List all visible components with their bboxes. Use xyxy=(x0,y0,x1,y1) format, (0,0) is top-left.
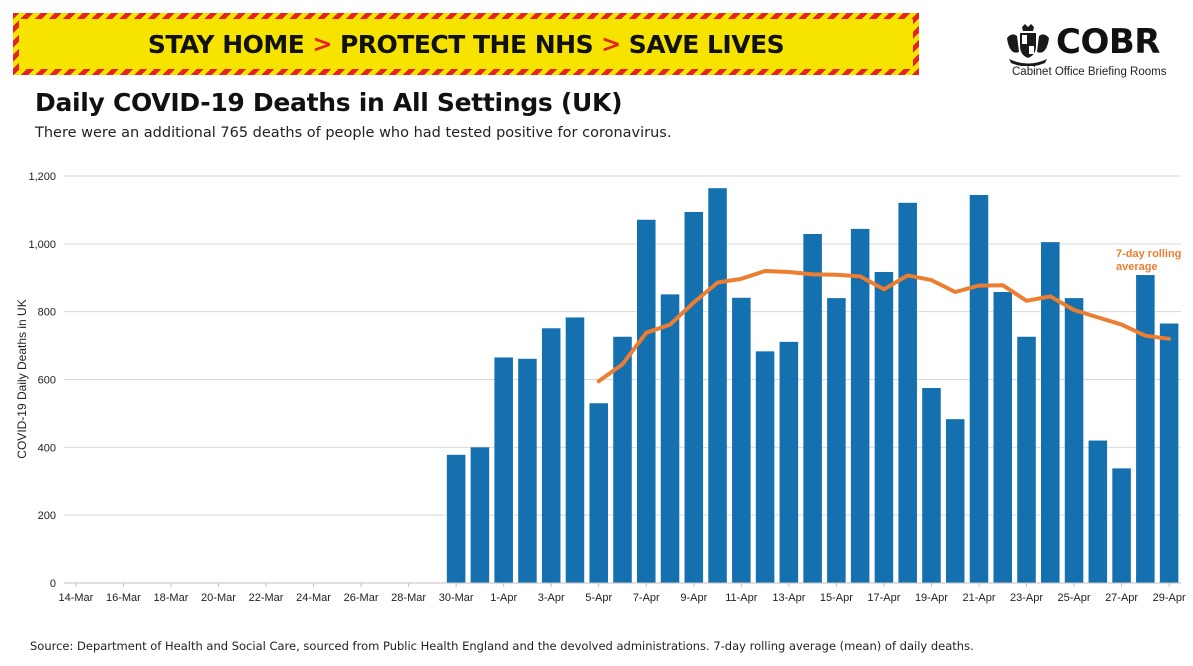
chart-subtitle: There were an additional 765 deaths of p… xyxy=(35,125,672,141)
y-tick-label: 0 xyxy=(50,578,56,590)
bar xyxy=(1017,336,1036,583)
x-tick-label: 22-Mar xyxy=(249,592,284,604)
banner-arrow-icon: > xyxy=(312,30,332,58)
bar xyxy=(922,387,941,583)
x-tick-label: 5-Apr xyxy=(585,592,612,604)
x-tick-label: 3-Apr xyxy=(538,592,565,604)
bar xyxy=(827,298,846,583)
x-tick-label: 15-Apr xyxy=(820,592,853,604)
bar xyxy=(1159,323,1179,583)
x-tick-label: 21-Apr xyxy=(962,592,995,604)
bar xyxy=(803,233,822,583)
bar xyxy=(470,447,490,583)
rolling-average-line xyxy=(596,269,1172,384)
bar xyxy=(1136,275,1155,583)
x-tick-label: 7-Apr xyxy=(633,592,660,604)
bar xyxy=(898,202,917,583)
x-tick-label: 14-Mar xyxy=(58,592,93,604)
bar xyxy=(1041,242,1060,583)
y-tick-label: 1,000 xyxy=(28,239,56,251)
x-tick-label: 26-Mar xyxy=(344,592,379,604)
bar xyxy=(850,228,870,583)
x-tick-label: 1-Apr xyxy=(490,592,517,604)
x-tick-label: 25-Apr xyxy=(1058,592,1091,604)
bar xyxy=(732,297,751,583)
x-tick-label: 17-Apr xyxy=(867,592,900,604)
bar xyxy=(589,403,609,583)
bar xyxy=(708,188,727,583)
bar xyxy=(874,271,894,583)
bar xyxy=(636,219,656,583)
bar xyxy=(993,291,1013,583)
bar xyxy=(945,419,965,583)
banner-arrow-icon: > xyxy=(601,30,621,58)
y-tick-label: 1,200 xyxy=(28,171,56,183)
x-tick-label: 23-Apr xyxy=(1010,592,1043,604)
x-tick-label: 18-Mar xyxy=(154,592,189,604)
banner-stay-home: STAY HOME xyxy=(147,29,305,59)
x-tick-label: 24-Mar xyxy=(296,592,331,604)
y-tick-label: 400 xyxy=(38,442,56,454)
axes: 0 200 400 600 800 1,000 1,200 14-Mar 16-Mar 18-Ma… xyxy=(28,171,1185,604)
cobr-logo: COBR Cabinet Office Briefing Rooms xyxy=(1000,20,1180,82)
x-tick-label: 29-Apr xyxy=(1153,592,1186,604)
bar xyxy=(613,336,632,583)
x-tick-label: 13-Apr xyxy=(772,592,805,604)
banner-save-lives: SAVE LIVES xyxy=(628,29,785,59)
source-note: Source: Department of Health and Social … xyxy=(30,639,974,653)
rolling-average-annotation-line2: average xyxy=(1116,261,1158,273)
y-tick-label: 800 xyxy=(38,307,56,319)
bar xyxy=(755,351,775,583)
bar xyxy=(969,194,989,583)
x-tick-label: 28-Mar xyxy=(391,592,426,604)
banner-protect-nhs: PROTECT THE NHS xyxy=(339,29,594,59)
bar xyxy=(518,358,537,583)
x-tick-label: 20-Mar xyxy=(201,592,236,604)
bar xyxy=(1088,440,1108,583)
bar xyxy=(541,328,561,583)
x-tick-label: 19-Apr xyxy=(915,592,948,604)
bar xyxy=(446,454,466,583)
y-tick-label: 600 xyxy=(38,375,56,387)
bar xyxy=(494,357,513,583)
x-tick-label: 27-Apr xyxy=(1105,592,1138,604)
cobr-subtitle: Cabinet Office Briefing Rooms xyxy=(1012,66,1167,78)
campaign-banner: STAY HOME > PROTECT THE NHS > SAVE LIVES xyxy=(13,13,919,75)
royal-crest-icon xyxy=(1007,24,1049,66)
rolling-average-annotation-line1: 7-day rolling xyxy=(1116,248,1181,260)
x-tick-label: 16-Mar xyxy=(106,592,141,604)
bars xyxy=(446,188,1179,583)
x-tick-label: 9-Apr xyxy=(680,592,707,604)
rolling-average-line-group xyxy=(596,269,1172,384)
chart-title: Daily COVID-19 Deaths in All Settings (U… xyxy=(35,88,623,117)
campaign-banner-text: STAY HOME > PROTECT THE NHS > SAVE LIVES xyxy=(19,19,913,69)
bar xyxy=(684,211,704,583)
bar xyxy=(1112,468,1131,583)
bar xyxy=(660,294,680,583)
x-tick-label: 11-Apr xyxy=(725,592,758,604)
x-tick-label: 30-Mar xyxy=(439,592,474,604)
bar xyxy=(565,317,585,583)
y-tick-label: 200 xyxy=(38,510,56,522)
cobr-wordmark: COBR xyxy=(1056,22,1160,62)
bar xyxy=(1064,298,1084,583)
y-axis-label: COVID-19 Daily Deaths in UK xyxy=(15,299,29,458)
bar xyxy=(779,341,799,583)
